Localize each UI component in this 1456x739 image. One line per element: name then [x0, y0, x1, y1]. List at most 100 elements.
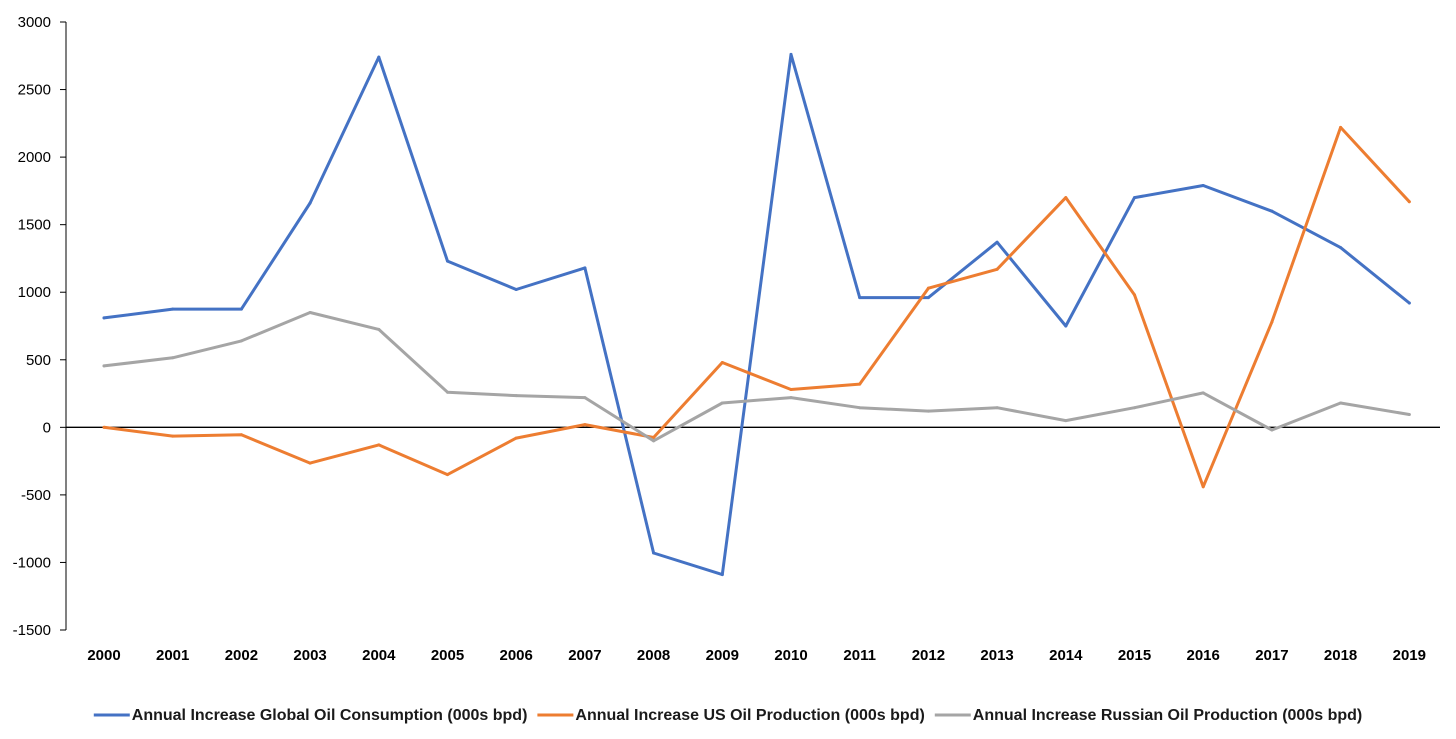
series-3-point [652, 439, 656, 443]
series-1-point [239, 307, 243, 311]
y-tick-label: 500 [26, 352, 51, 369]
series-3-point [858, 406, 862, 410]
series-1-point [926, 296, 930, 300]
series-2-point [995, 267, 999, 271]
series-3-point [1201, 391, 1205, 395]
x-tick-label: 2002 [225, 647, 258, 664]
series-2-point [446, 473, 449, 477]
series-1-point [514, 288, 518, 292]
series-2-point [239, 433, 243, 437]
series-1-point [1270, 209, 1274, 213]
series-3-point [1133, 406, 1136, 410]
series-1-point [789, 52, 793, 56]
series-2-point [1064, 196, 1068, 200]
x-axis-tick-labels: 2000 2001 2002 2003 2004 2005 2006 2007 2008 2009… [87, 647, 1426, 664]
y-tick-label: -1000 [13, 554, 51, 571]
series-2-point [1339, 125, 1343, 129]
series-1-point [858, 296, 862, 300]
series-2-point [720, 360, 724, 364]
legend: Annual Increase Global Oil Consumption (… [93, 707, 1362, 724]
y-tick-label: -1500 [13, 622, 51, 639]
legend-label-1: Annual Increase Global Oil Consumption (… [132, 707, 528, 724]
series-1-point [171, 307, 175, 311]
y-tick-label: 1000 [18, 284, 51, 301]
x-tick-label: 2013 [980, 647, 1013, 664]
x-tick-label: 2003 [293, 647, 326, 664]
y-tick-label: 2000 [18, 149, 51, 166]
series-3-point [514, 394, 518, 398]
series-2-point [858, 382, 862, 386]
series-3-point [1407, 412, 1411, 416]
x-tick-label: 2008 [637, 647, 670, 664]
series-2-point [308, 461, 312, 465]
legend-label-3: Annual Increase Russian Oil Production (… [973, 707, 1362, 724]
series-3-point [171, 356, 175, 360]
series-3-point [1339, 401, 1343, 405]
series-3-point [239, 339, 243, 343]
series-3-point [995, 406, 999, 410]
series-2-point [102, 425, 106, 429]
series-3-point [1270, 428, 1274, 432]
x-tick-label: 2000 [87, 647, 120, 664]
series-2-point [583, 423, 587, 427]
x-tick-label: 2005 [431, 647, 464, 664]
series-2-point [1407, 200, 1411, 204]
y-tick-label: -500 [21, 487, 51, 504]
series-3-point [377, 327, 381, 331]
x-tick-label: 2001 [156, 647, 189, 664]
series-3-point [720, 401, 724, 405]
series-2-point [1270, 320, 1274, 324]
series-line-1 [102, 52, 1411, 577]
series-1-point [1339, 246, 1343, 250]
series-1-point [995, 240, 999, 244]
series-2-point [926, 286, 930, 290]
series-1-point [446, 259, 449, 263]
series-3-point [102, 364, 106, 368]
series-line-3 [102, 311, 1411, 443]
x-tick-label: 2018 [1324, 647, 1357, 664]
x-tick-label: 2012 [912, 647, 945, 664]
x-tick-label: 2015 [1118, 647, 1151, 664]
series-1-point [102, 316, 106, 320]
series-1-point [1133, 196, 1136, 200]
series-2-point [789, 388, 793, 392]
series-2-point [1133, 293, 1136, 297]
series-line-2 [102, 125, 1411, 489]
y-tick-label: 1500 [18, 217, 51, 234]
series-2-point [652, 435, 656, 439]
x-tick-label: 2004 [362, 647, 396, 664]
series-2-point [1201, 485, 1205, 489]
series-2-point [514, 436, 518, 440]
series-1-point [377, 55, 381, 59]
x-tick-label: 2011 [843, 647, 876, 664]
legend-label-2: Annual Increase US Oil Production (000s … [575, 707, 924, 724]
series-3-point [789, 396, 793, 400]
y-tick-label: 3000 [18, 14, 51, 31]
series-3-point [1064, 419, 1068, 423]
x-tick-label: 2006 [500, 647, 533, 664]
x-tick-label: 2010 [774, 647, 807, 664]
series-1-point [1064, 324, 1068, 328]
x-tick-label: 2017 [1255, 647, 1288, 664]
series-1-point [1201, 183, 1205, 187]
series-2-point [377, 443, 381, 447]
series-2-point [171, 434, 175, 438]
series-3-point [583, 396, 587, 400]
x-tick-label: 2014 [1049, 647, 1083, 664]
series-1-point [652, 551, 656, 555]
x-tick-label: 2007 [568, 647, 601, 664]
series-1-point [308, 201, 312, 205]
series-1-point [720, 573, 724, 577]
y-tick-label: 2500 [18, 82, 51, 99]
series-3-point [926, 409, 930, 413]
y-axis-ticks: 3000 2500 2000 1500 1000 500 0 -500 -1000 -1500 [13, 14, 66, 639]
y-tick-label: 0 [43, 419, 51, 436]
series-lines [102, 52, 1411, 577]
x-tick-label: 2009 [706, 647, 739, 664]
x-tick-label: 2019 [1393, 647, 1426, 664]
series-1-point [583, 266, 587, 270]
series-3-point [308, 310, 312, 314]
series-1-point [1407, 301, 1411, 305]
series-3-point [446, 390, 449, 394]
